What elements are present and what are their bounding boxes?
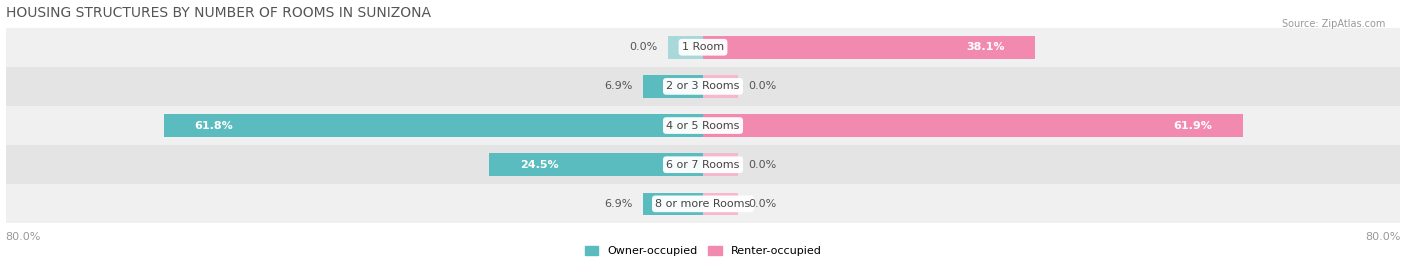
Text: 80.0%: 80.0% [1365,232,1400,242]
Text: 4 or 5 Rooms: 4 or 5 Rooms [666,121,740,130]
Text: 80.0%: 80.0% [6,232,41,242]
Text: 1 Room: 1 Room [682,42,724,52]
Bar [668,193,703,215]
Bar [643,193,703,215]
Bar [703,36,1035,59]
Bar [668,114,703,137]
Bar [703,153,738,176]
Bar [165,114,703,137]
Text: 6.9%: 6.9% [605,82,633,91]
Text: 61.8%: 61.8% [195,121,233,130]
Bar [489,153,703,176]
Text: 38.1%: 38.1% [966,42,1005,52]
Bar [668,75,703,98]
Bar [6,106,1400,145]
Text: 0.0%: 0.0% [748,82,776,91]
Bar [6,67,1400,106]
Bar [6,28,1400,67]
Bar [703,36,738,59]
Bar [703,114,1243,137]
Bar [668,36,703,59]
Bar [6,145,1400,184]
Bar [6,184,1400,224]
Text: 24.5%: 24.5% [520,160,558,170]
Text: 2 or 3 Rooms: 2 or 3 Rooms [666,82,740,91]
Text: HOUSING STRUCTURES BY NUMBER OF ROOMS IN SUNIZONA: HOUSING STRUCTURES BY NUMBER OF ROOMS IN… [6,6,430,20]
Text: 61.9%: 61.9% [1173,121,1212,130]
Legend: Owner-occupied, Renter-occupied: Owner-occupied, Renter-occupied [581,242,825,261]
Text: 8 or more Rooms: 8 or more Rooms [655,199,751,209]
Bar [668,153,703,176]
Text: Source: ZipAtlas.com: Source: ZipAtlas.com [1281,19,1385,29]
Text: 6 or 7 Rooms: 6 or 7 Rooms [666,160,740,170]
Text: 0.0%: 0.0% [630,42,658,52]
Bar [703,114,738,137]
Text: 0.0%: 0.0% [748,199,776,209]
Bar [643,75,703,98]
Bar [703,193,738,215]
Text: 0.0%: 0.0% [748,160,776,170]
Text: 6.9%: 6.9% [605,199,633,209]
Bar [703,75,738,98]
